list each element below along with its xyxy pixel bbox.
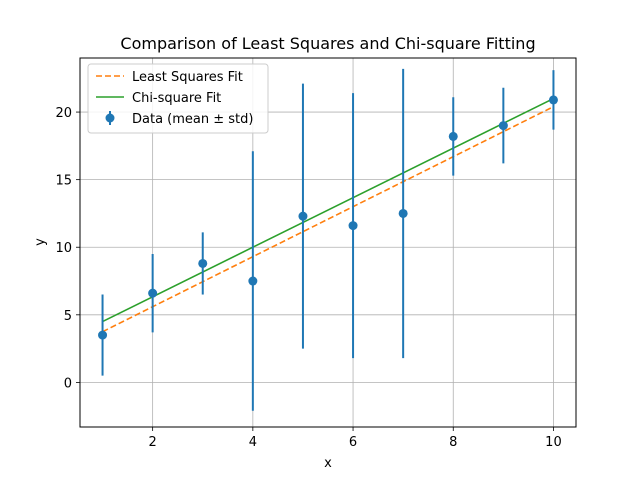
x-tick-label: 4 — [249, 435, 257, 450]
y-tick-label: 0 — [64, 376, 72, 391]
data-point — [248, 276, 258, 286]
x-tick-label: 6 — [349, 435, 357, 450]
data-point — [348, 221, 358, 231]
data-point — [298, 211, 308, 221]
x-tick-label: 2 — [149, 435, 157, 450]
data-point — [98, 330, 108, 340]
legend-label: Least Squares Fit — [132, 70, 243, 85]
data-point — [548, 95, 558, 105]
x-axis-label: x — [324, 456, 332, 471]
data-point — [148, 288, 158, 298]
data-point — [198, 258, 208, 268]
y-tick-label: 5 — [64, 309, 72, 324]
chi-square-fit-line — [102, 97, 554, 323]
y-tick-label: 15 — [55, 174, 72, 189]
legend-label: Chi-square Fit — [132, 91, 221, 106]
data-point — [498, 121, 508, 131]
y-tick-label: 10 — [55, 241, 72, 256]
legend-swatch-marker — [105, 113, 115, 123]
least-squares-fit-line — [102, 105, 554, 333]
x-tick-label: 10 — [545, 435, 562, 450]
chart-title: Comparison of Least Squares and Chi-squa… — [120, 34, 535, 53]
data-point — [398, 208, 408, 218]
y-axis-label: y — [33, 238, 48, 246]
data-point — [448, 131, 458, 141]
legend-box — [87, 63, 269, 134]
y-tick-label: 20 — [55, 106, 72, 121]
plot-series — [98, 68, 558, 411]
legend-label: Data (mean ± std) — [132, 112, 253, 127]
axis-ticks: 2 4 6 8 10 0 5 10 15 20 — [55, 106, 561, 450]
legend: Least Squares Fit Chi-square Fit Data (mea… — [87, 63, 269, 134]
x-tick-label: 8 — [449, 435, 457, 450]
plot-frame — [79, 57, 577, 428]
